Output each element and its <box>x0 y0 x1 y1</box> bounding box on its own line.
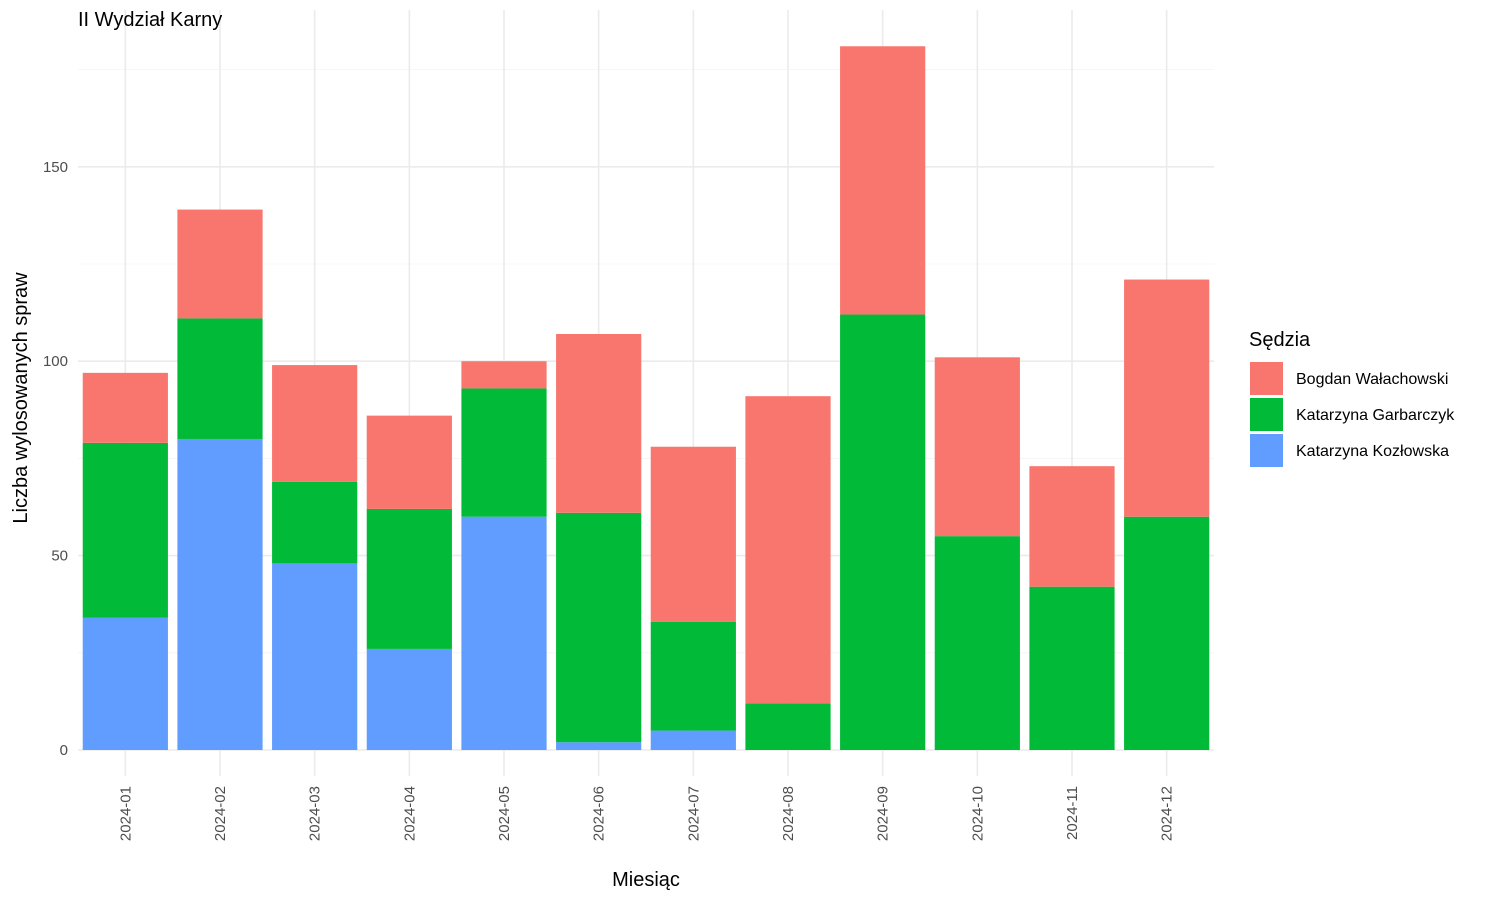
y-tick-label: 0 <box>60 742 68 759</box>
bar-segment <box>650 621 736 731</box>
bar-segment <box>556 333 642 513</box>
legend-key <box>1250 362 1283 395</box>
x-tick-label: 2024-01 <box>117 786 134 841</box>
bar-segment <box>461 516 547 750</box>
bar-segment <box>177 209 263 319</box>
bar-segment <box>1124 279 1210 517</box>
bar-segment <box>177 318 263 439</box>
legend-key <box>1250 434 1283 467</box>
legend: Sędzia Bogdan Wałachowski Katarzyna Garba… <box>1249 329 1455 467</box>
y-axis-title: Liczba wylosowanych spraw <box>10 272 32 524</box>
bar-segment <box>745 703 831 750</box>
y-tick-label: 150 <box>43 159 68 176</box>
legend-label: Katarzyna Garbarczyk <box>1296 407 1455 424</box>
bar-segment <box>461 361 547 389</box>
x-tick-label: 2024-02 <box>212 786 229 841</box>
bar-segment <box>366 415 452 509</box>
bars <box>82 46 1210 750</box>
bar-segment <box>556 742 642 750</box>
y-tick-label: 100 <box>43 353 68 370</box>
x-tick-label: 2024-05 <box>496 786 513 841</box>
x-tick-label: 2024-11 <box>1064 786 1081 840</box>
x-tick-label: 2024-04 <box>401 786 418 841</box>
legend-key <box>1250 398 1283 431</box>
legend-label: Katarzyna Kozłowska <box>1296 443 1449 460</box>
x-tick-label: 2024-06 <box>591 786 608 841</box>
x-tick-label: 2024-12 <box>1159 786 1176 841</box>
bar-segment <box>840 46 926 315</box>
bar-segment <box>650 730 736 750</box>
x-axis-title: Miesiąc <box>612 869 680 891</box>
bar-segment <box>840 314 926 750</box>
x-tick-label: 2024-08 <box>780 786 797 841</box>
legend-title: Sędzia <box>1249 329 1311 351</box>
bar-segment <box>745 396 831 704</box>
bar-segment <box>272 481 358 564</box>
bar-segment <box>82 442 168 618</box>
bar-segment <box>272 563 358 750</box>
bar-segment <box>177 438 263 750</box>
x-axis-ticks: 2024-01 2024-02 2024-03 2024-04 2024-05 2024-… <box>117 786 1175 841</box>
bar-segment <box>556 512 642 743</box>
x-tick-label: 2024-03 <box>307 786 324 841</box>
y-axis-ticks: 0 50 100 150 <box>43 159 68 759</box>
x-tick-label: 2024-09 <box>875 786 892 841</box>
bar-segment <box>82 372 168 443</box>
x-tick-label: 2024-10 <box>969 786 986 841</box>
x-tick-label: 2024-07 <box>685 786 702 841</box>
bar-segment <box>272 365 358 482</box>
bar-segment <box>461 388 547 517</box>
bar-segment <box>366 508 452 649</box>
bar-segment <box>1124 516 1210 750</box>
bar-segment <box>1029 466 1115 587</box>
bar-segment <box>366 648 452 750</box>
bar-segment <box>82 617 168 750</box>
bar-segment <box>934 536 1020 750</box>
y-tick-label: 50 <box>51 548 68 565</box>
bar-segment <box>650 446 736 622</box>
legend-label: Bogdan Wałachowski <box>1296 371 1448 388</box>
bar-segment <box>1029 586 1115 750</box>
chart-title: II Wydział Karny <box>78 9 222 31</box>
bar-segment <box>934 357 1020 537</box>
